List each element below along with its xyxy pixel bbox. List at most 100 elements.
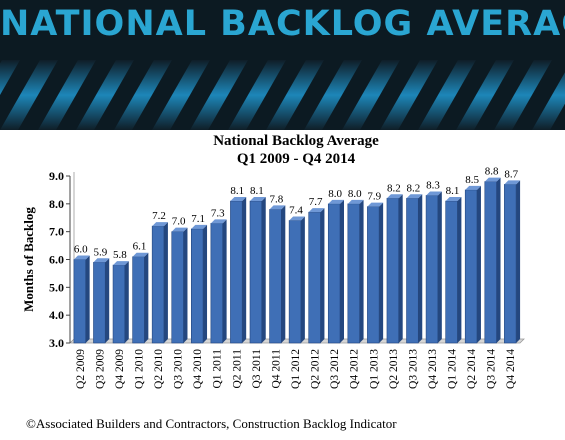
bar-top [504, 180, 521, 185]
banner-stripe [418, 60, 476, 130]
data-label: 8.2 [387, 182, 401, 194]
data-label: 7.9 [367, 191, 381, 203]
bar-top [132, 252, 149, 257]
x-tick-label: Q3 2010 [173, 349, 185, 389]
x-tick-label: Q4 2011 [270, 349, 282, 389]
bar [347, 203, 360, 344]
bar-side [105, 258, 110, 343]
banner-stripe [38, 60, 96, 130]
data-label: 8.8 [485, 166, 499, 178]
bar-side [398, 194, 403, 343]
x-tick-label: Q3 2013 [407, 349, 419, 389]
bar [406, 197, 419, 344]
x-tick-label: Q3 2011 [251, 349, 263, 389]
bar-chart: National Backlog Average Q1 2009 - Q4 201… [21, 133, 525, 389]
x-tick-label: Q2 2012 [310, 349, 322, 389]
bar-side [476, 185, 481, 343]
y-tick-label: 7.0 [49, 225, 64, 239]
banner-stripe [228, 60, 286, 130]
y-tick-label: 9.0 [49, 169, 64, 183]
bar-top [113, 261, 129, 266]
bar-top [328, 199, 344, 204]
data-label: 7.7 [309, 196, 323, 208]
x-tick-label: Q4 2014 [505, 349, 517, 389]
chart-title: National Backlog Average [213, 133, 379, 149]
data-label: 8.7 [504, 168, 518, 180]
bar-top [445, 197, 462, 202]
banner-stripe [342, 60, 400, 130]
bar-side [457, 197, 462, 343]
banner-stripe [532, 72, 565, 130]
bar [249, 200, 263, 344]
x-tick-label: Q1 2010 [133, 349, 145, 389]
bar-side [359, 199, 364, 343]
bar-top [269, 205, 286, 210]
bar [230, 200, 243, 344]
bar-top [230, 197, 247, 202]
data-label: 8.1 [230, 185, 244, 197]
bar [191, 228, 204, 344]
x-tick-label: Q3 2012 [329, 349, 341, 389]
x-tick-label: Q4 2012 [349, 349, 361, 389]
data-label: 7.0 [172, 216, 186, 228]
bar-side [437, 191, 442, 343]
x-tick-label: Q1 2011 [212, 349, 224, 389]
bar-side [418, 194, 423, 343]
bar [269, 209, 282, 344]
source-credit: ©Associated Builders and Contractors, Co… [26, 416, 397, 431]
x-tick-label: Q1 2014 [447, 349, 459, 389]
bar [464, 189, 478, 344]
bar-top [73, 255, 90, 260]
x-tick-label: Q4 2010 [192, 349, 204, 389]
bar-top [386, 194, 403, 199]
data-label: 8.3 [426, 179, 440, 191]
bar [367, 206, 380, 344]
y-tick-label: 6.0 [49, 253, 64, 267]
data-label: 7.1 [191, 213, 205, 225]
banner-stripe [0, 60, 58, 130]
bar-side [144, 252, 149, 343]
x-tick-label: Q3 2009 [94, 349, 106, 389]
banner-stripe [494, 60, 552, 130]
bar-side [379, 202, 384, 343]
bar [504, 184, 517, 344]
data-label: 6.1 [133, 241, 147, 253]
data-label: 7.3 [211, 207, 225, 219]
y-tick-label: 8.0 [49, 197, 64, 211]
bar-top [484, 177, 501, 182]
banner-stripe [0, 60, 20, 95]
data-label: 6.0 [74, 244, 88, 256]
data-label: 8.1 [446, 185, 460, 197]
bar-top [191, 224, 208, 229]
bar-side [85, 255, 90, 343]
bar-top [152, 222, 168, 227]
bar-top [308, 208, 325, 213]
x-tick-label: Q2 2010 [153, 349, 165, 389]
bar-side [183, 227, 188, 343]
banner-stripe [152, 60, 210, 130]
bar-side [203, 224, 208, 343]
x-tick-label: Q1 2012 [290, 349, 302, 389]
bar [484, 181, 497, 344]
banner-stripe [76, 60, 134, 130]
bar [425, 195, 439, 344]
x-tick-label: Q4 2009 [114, 349, 126, 389]
bar-side [222, 219, 227, 343]
bar [132, 256, 145, 344]
bar-side [261, 197, 266, 343]
data-label: 8.1 [250, 185, 264, 197]
bar-side [124, 261, 129, 343]
bar [308, 211, 321, 344]
bar-top [250, 197, 266, 202]
banner-stripe [380, 60, 438, 130]
x-tick-label: Q1 2013 [368, 349, 380, 389]
data-label: 8.0 [348, 188, 362, 200]
x-tick-label: Q2 2009 [75, 349, 87, 389]
bar-top [426, 191, 442, 196]
bar-top [210, 219, 227, 224]
header-banner: NATIONAL BACKLOG AVERAGE [0, 0, 565, 130]
data-label: 7.8 [270, 193, 284, 205]
data-label: 7.4 [289, 205, 303, 217]
bar [210, 223, 223, 344]
banner-stripe [266, 60, 324, 130]
